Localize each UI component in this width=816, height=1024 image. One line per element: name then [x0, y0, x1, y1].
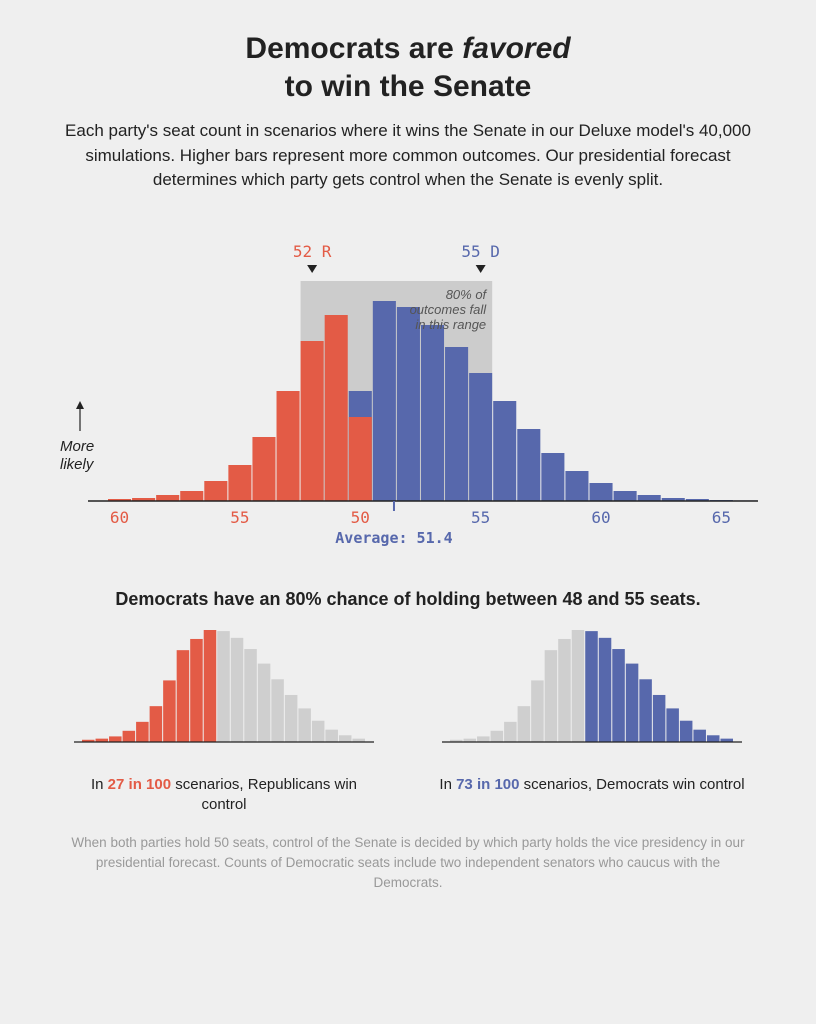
histogram-bar: [156, 495, 179, 501]
triangle-marker-icon: [476, 265, 486, 273]
histogram-bar: [477, 736, 490, 742]
footnote: When both parties hold 50 seats, control…: [70, 833, 746, 892]
histogram-bar: [545, 650, 558, 742]
histogram-bar: [180, 491, 203, 501]
histogram-bar: [163, 680, 176, 742]
histogram-bar: [707, 735, 720, 742]
range-box-label: outcomes fall: [410, 302, 488, 317]
histogram-bar: [558, 639, 571, 742]
histogram-bar: [217, 631, 230, 742]
histogram-bar: [599, 638, 612, 742]
x-tick-label: 65: [712, 508, 731, 527]
histogram-bar: [469, 373, 492, 501]
histogram-bar: [585, 631, 598, 742]
histogram-bar: [565, 471, 588, 501]
histogram-bar: [177, 650, 190, 742]
histogram-bar: [373, 301, 396, 501]
x-tick-label: 55: [230, 508, 249, 527]
histogram-bar: [445, 347, 468, 501]
y-axis-label: likely: [60, 456, 95, 473]
republican-histogram: [74, 620, 374, 760]
histogram-bar: [517, 429, 540, 501]
histogram-bar: [325, 315, 348, 501]
y-axis-label: More: [60, 438, 94, 455]
histogram-bar: [493, 401, 516, 501]
histogram-bar: [136, 722, 149, 742]
histogram-bar: [589, 483, 612, 501]
histogram-bar: [653, 695, 666, 742]
histogram-bar: [339, 735, 352, 742]
headline-a: Democrats are: [245, 32, 462, 65]
range-summary: Democrats have an 80% chance of holding …: [40, 589, 776, 610]
histogram-bar: [109, 736, 122, 742]
x-tick-label: 55: [471, 508, 490, 527]
histogram-bar: [298, 708, 311, 742]
histogram-bar: [666, 708, 679, 742]
histogram-bar: [639, 679, 652, 742]
histogram-bar: [244, 649, 257, 742]
range-box-label: in this range: [415, 317, 486, 332]
range-box-label: 80% of: [446, 287, 488, 302]
histogram-bar: [190, 639, 203, 742]
histogram-bar: [614, 491, 637, 501]
histogram-bar: [301, 341, 324, 501]
headline-b: to win the Senate: [285, 70, 532, 103]
up-arrow-icon: [76, 401, 84, 409]
histogram-bar: [626, 664, 639, 742]
histogram-bar: [680, 721, 693, 742]
republican-panel: In 27 in 100 scenarios, Republicans win …: [70, 620, 378, 816]
histogram-bar: [228, 465, 251, 501]
range-marker-label: 52 R: [293, 242, 332, 261]
histogram-bar: [638, 495, 661, 501]
histogram-bar: [312, 721, 325, 742]
histogram-bar: [231, 638, 244, 742]
histogram-bar: [693, 730, 706, 742]
x-tick-label: 60: [110, 508, 129, 527]
histogram-bar: [397, 307, 420, 501]
histogram-bar-overlay: [349, 417, 372, 501]
histogram-bar: [271, 679, 284, 742]
histogram-bar: [572, 630, 585, 742]
small-multiples-row: In 27 in 100 scenarios, Republicans win …: [70, 620, 746, 816]
avg-label: Average: 51.4: [335, 529, 452, 547]
histogram-bar: [504, 722, 517, 742]
histogram-bar: [541, 453, 564, 501]
histogram-bar: [150, 706, 163, 742]
x-tick-label: 60: [591, 508, 610, 527]
histogram-bar: [612, 649, 625, 742]
histogram-bar: [285, 695, 298, 742]
histogram-bar: [252, 437, 275, 501]
main-histogram: 60 55 50 55 60 65 Average: 51.4 52 R 55 D 80% ofo…: [48, 233, 768, 563]
headline-em: favored: [462, 32, 570, 65]
subtitle: Each party's seat count in scenarios whe…: [50, 119, 766, 193]
republican-caption: In 27 in 100 scenarios, Republicans win …: [70, 775, 378, 816]
democrat-caption: In 73 in 100 scenarios, Democrats win co…: [438, 775, 746, 795]
histogram-bar: [325, 730, 338, 742]
democrat-panel: In 73 in 100 scenarios, Democrats win co…: [438, 620, 746, 816]
histogram-bar: [258, 664, 271, 742]
x-tick-label: 50: [351, 508, 370, 527]
histogram-bar: [204, 630, 217, 742]
histogram-bar: [518, 706, 531, 742]
histogram-bar: [491, 731, 504, 742]
headline: Democrats are favored to win the Senate: [40, 30, 776, 105]
histogram-bar: [123, 731, 136, 742]
triangle-marker-icon: [307, 265, 317, 273]
histogram-bar: [531, 680, 544, 742]
range-marker-label: 55 D: [461, 242, 500, 261]
histogram-bar: [277, 391, 300, 501]
democrat-histogram: [442, 620, 742, 760]
histogram-bar: [204, 481, 227, 501]
histogram-bar: [421, 325, 444, 501]
